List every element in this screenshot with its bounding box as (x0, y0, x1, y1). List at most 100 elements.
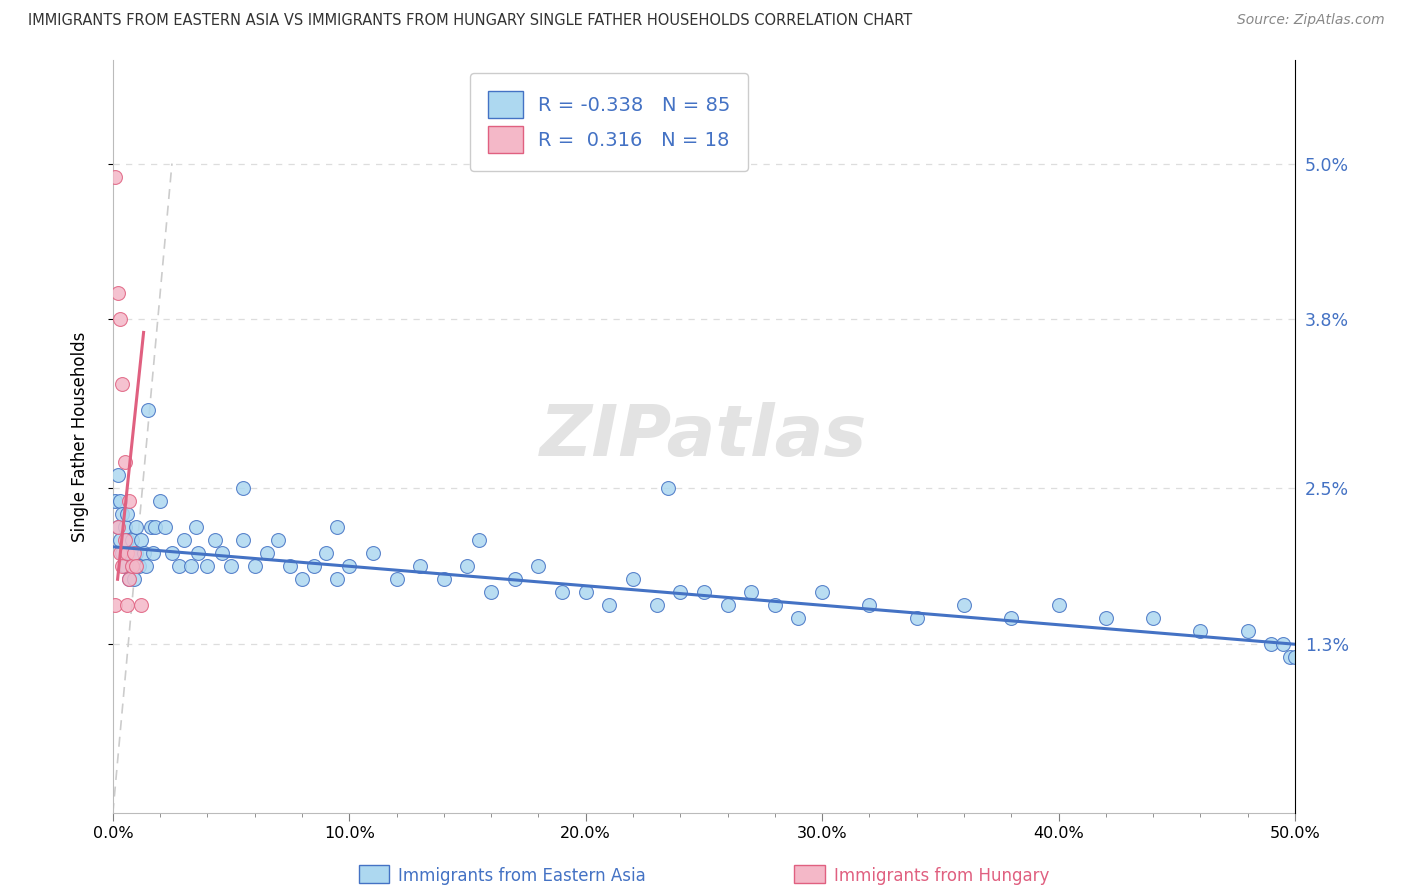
Point (243, 559, 266, 574)
Point (433, 572, 456, 586)
Point (337, 559, 360, 574)
Text: IMMIGRANTS FROM EASTERN ASIA VS IMMIGRANTS FROM HUNGARY SINGLE FATHER HOUSEHOLDS: IMMIGRANTS FROM EASTERN ASIA VS IMMIGRAN… (28, 13, 912, 29)
Point (149, 494, 172, 508)
Point (657, 481, 679, 495)
Point (108, 494, 131, 508)
Point (326, 572, 349, 586)
Point (125, 546, 148, 560)
Point (409, 559, 432, 574)
Point (122, 572, 145, 586)
Point (858, 599, 880, 613)
Point (125, 520, 148, 534)
Point (598, 599, 620, 613)
Point (107, 286, 129, 301)
Point (118, 572, 141, 586)
Point (107, 468, 129, 483)
Point (669, 585, 692, 599)
Point (104, 169, 127, 184)
Point (740, 585, 762, 599)
Point (197, 559, 219, 574)
Point (551, 585, 574, 599)
Point (114, 520, 136, 534)
Point (122, 546, 145, 560)
Text: ZIPatlas: ZIPatlas (540, 402, 868, 471)
Point (129, 599, 152, 613)
Point (139, 520, 162, 534)
Point (184, 520, 207, 534)
Point (136, 403, 159, 417)
Point (326, 520, 349, 534)
Point (132, 546, 155, 560)
Point (125, 559, 148, 574)
Point (1047, 599, 1070, 613)
Point (118, 572, 141, 586)
Point (693, 585, 716, 599)
Point (763, 599, 786, 613)
Point (267, 533, 290, 548)
Point (115, 508, 138, 522)
Point (1260, 637, 1282, 651)
Y-axis label: Single Father Households: Single Father Households (72, 331, 89, 541)
Point (278, 559, 301, 574)
Point (135, 559, 157, 574)
Point (291, 572, 314, 586)
Point (111, 559, 134, 574)
Point (302, 559, 325, 574)
Point (114, 559, 136, 574)
Point (115, 599, 138, 613)
Point (114, 533, 136, 548)
Point (107, 520, 129, 534)
Point (187, 546, 209, 560)
Point (361, 546, 384, 560)
Point (145, 520, 167, 534)
Point (160, 546, 183, 560)
Point (173, 533, 195, 548)
Point (1272, 637, 1295, 651)
Point (118, 546, 141, 560)
Point (716, 599, 738, 613)
Point (153, 520, 176, 534)
Point (121, 559, 143, 574)
Point (1279, 650, 1302, 665)
Point (953, 599, 976, 613)
Point (129, 533, 152, 548)
Point (503, 572, 526, 586)
Point (256, 546, 278, 560)
Point (621, 572, 644, 586)
Point (1142, 611, 1164, 625)
Point (107, 520, 129, 534)
Point (180, 559, 202, 574)
Point (167, 559, 190, 574)
Point (1284, 650, 1306, 665)
Legend: R = -0.338   N = 85, R =  0.316   N = 18: R = -0.338 N = 85, R = 0.316 N = 18 (471, 73, 748, 171)
Point (104, 599, 127, 613)
Point (219, 559, 242, 574)
Point (385, 572, 408, 586)
Point (114, 455, 136, 469)
Point (204, 533, 226, 548)
Point (115, 533, 138, 548)
Point (121, 533, 143, 548)
Point (527, 559, 550, 574)
Text: Immigrants from Eastern Asia: Immigrants from Eastern Asia (398, 867, 645, 885)
Point (468, 533, 491, 548)
Point (108, 546, 131, 560)
Text: Immigrants from Hungary: Immigrants from Hungary (834, 867, 1049, 885)
Point (1095, 611, 1118, 625)
Point (142, 546, 165, 560)
Point (456, 559, 478, 574)
Point (128, 559, 150, 574)
Point (121, 559, 143, 574)
Point (479, 585, 502, 599)
Point (108, 533, 131, 548)
Point (232, 533, 254, 548)
Point (575, 585, 598, 599)
Point (1236, 624, 1258, 639)
Text: Source: ZipAtlas.com: Source: ZipAtlas.com (1237, 13, 1385, 28)
Point (315, 546, 337, 560)
Point (118, 494, 141, 508)
Point (905, 611, 928, 625)
Point (111, 546, 134, 560)
Point (1000, 611, 1022, 625)
Point (115, 546, 138, 560)
